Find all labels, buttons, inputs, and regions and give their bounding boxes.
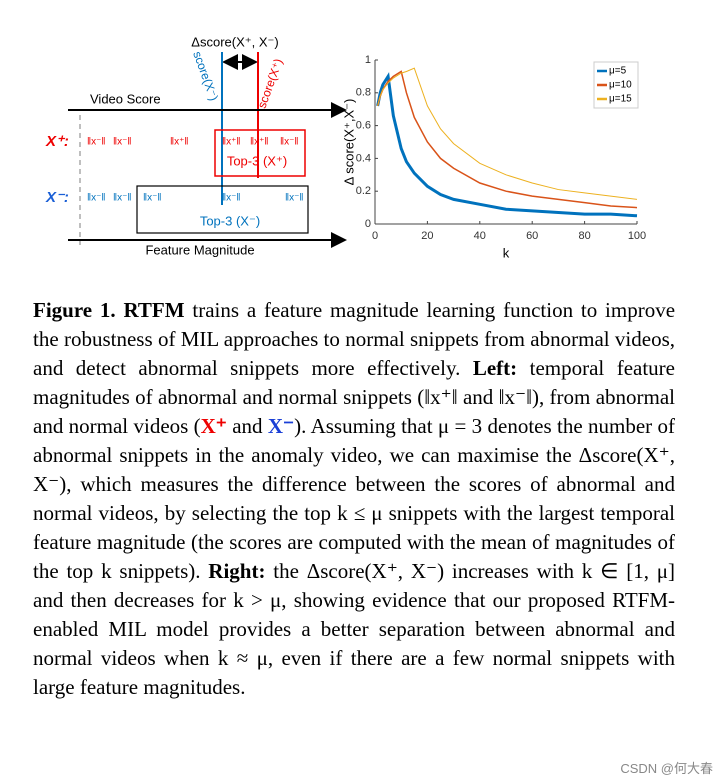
caption-xpos: X⁺	[200, 414, 227, 438]
x-tick-label: 20	[421, 230, 433, 242]
legend-label: μ=15	[609, 94, 632, 105]
series-line	[377, 67, 638, 200]
feature-magnitude: Feature Magnitude	[145, 242, 254, 257]
neg-label: X⁻:	[45, 189, 69, 206]
top3-neg: Top-3 (X⁻)	[200, 213, 260, 228]
neg-snippet: ‖x⁻‖	[285, 193, 304, 204]
x-tick-label: 0	[372, 230, 378, 242]
y-axis-label: Δ score(X⁺,X⁻)	[341, 99, 356, 186]
series-line	[376, 70, 638, 209]
pos-snippet: ‖x⁺‖	[250, 137, 269, 148]
pos-label: X⁺:	[45, 133, 69, 150]
neg-snippet: ‖x⁻‖	[87, 193, 106, 204]
y-tick-label: 0.4	[356, 152, 371, 164]
figure: Δscore(X⁺, X⁻) score(X⁻) score(X⁺) Video…	[45, 34, 646, 261]
pos-snippet: ‖x⁻‖	[280, 137, 299, 148]
pos-snippet: ‖x⁺‖	[222, 137, 241, 148]
caption-text: and	[226, 414, 268, 438]
y-tick-label: 0.8	[356, 87, 371, 99]
score-neg: score(X⁻)	[190, 49, 221, 102]
video-score: Video Score	[90, 91, 161, 106]
score-pos: score(X⁺)	[255, 57, 286, 110]
figure-label: Figure 1.	[33, 298, 116, 322]
caption-bold: Left:	[472, 356, 518, 380]
neg-snippet: ‖x⁻‖	[113, 193, 132, 204]
x-axis-label: k	[503, 245, 510, 260]
pos-snippet: ‖x⁺‖	[170, 137, 189, 148]
neg-snippet: ‖x⁻‖	[143, 193, 162, 204]
pos-snippet: ‖x⁻‖	[113, 137, 132, 148]
caption-bold: Right:	[208, 559, 266, 583]
chart: Δ score(X⁺,X⁻) k 0 0.2 0.4 0.6 0.8 1 0 20 40 60 80…	[341, 54, 646, 261]
y-tick-label: 0.6	[356, 120, 371, 132]
caption-xneg: X⁻	[267, 414, 295, 438]
legend-label: μ=10	[609, 80, 632, 91]
top3-pos-box	[214, 129, 306, 177]
y-tick-label: 0.2	[356, 185, 371, 197]
neg-snippet: ‖x⁻‖	[222, 193, 241, 204]
caption-text: the Δscore(X⁺, X⁻) increases with k ∈ [1…	[33, 559, 675, 699]
top3-pos: Top-3 (X⁺)	[227, 153, 287, 168]
x-tick-label: 40	[474, 230, 486, 242]
legend-label: μ=5	[609, 66, 627, 77]
delta-title: Δscore(X⁺, X⁻)	[191, 34, 278, 49]
caption-bold: RTFM	[123, 298, 185, 322]
series-line	[376, 72, 638, 218]
x-tick-label: 100	[628, 230, 646, 242]
caption-text: trains a feature magnitude learning func…	[33, 298, 676, 380]
caption: Figure 1. RTFM trains a feature magnitud…	[33, 296, 675, 702]
caption-text: temporal feature magnitudes of abnormal …	[33, 356, 675, 438]
pos-snippet: ‖x⁻‖	[87, 137, 106, 148]
x-tick-label: 60	[526, 230, 538, 242]
y-tick-label: 0	[365, 218, 371, 230]
watermark: CSDN @何大春	[620, 761, 713, 776]
y-tick-label: 1	[365, 54, 371, 66]
top3-neg-box	[136, 185, 309, 234]
x-tick-label: 80	[578, 230, 590, 242]
caption-text: ). Assuming that μ = 3 denotes the numbe…	[33, 414, 675, 583]
